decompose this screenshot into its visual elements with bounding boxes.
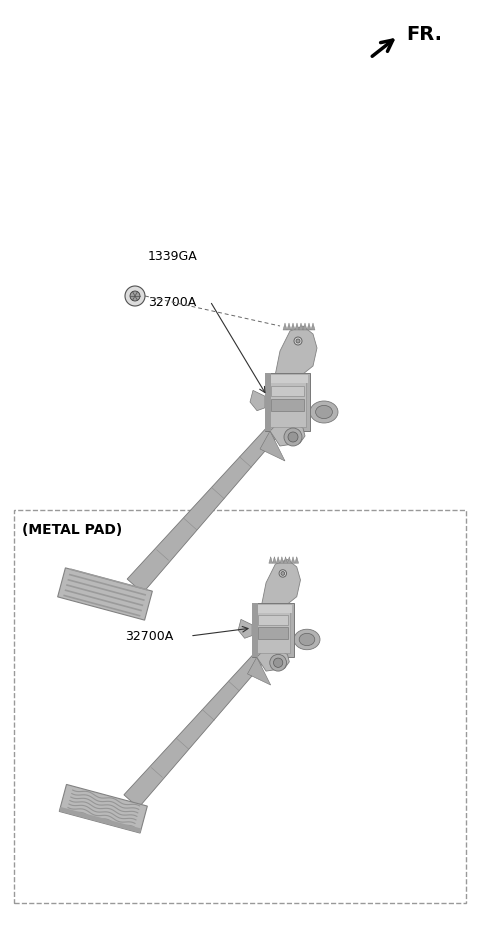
Bar	[265, 373, 271, 431]
Polygon shape	[288, 557, 291, 563]
Polygon shape	[273, 557, 276, 563]
Circle shape	[125, 286, 145, 307]
Bar	[267, 375, 308, 384]
Circle shape	[281, 572, 285, 576]
Circle shape	[130, 292, 140, 301]
Polygon shape	[248, 657, 271, 685]
Polygon shape	[284, 557, 288, 563]
Polygon shape	[58, 568, 152, 621]
Circle shape	[279, 570, 287, 578]
Bar	[14, 510, 466, 903]
Text: 32700A: 32700A	[148, 295, 196, 308]
Polygon shape	[238, 620, 252, 638]
Polygon shape	[127, 427, 278, 593]
Bar	[265, 373, 310, 431]
Circle shape	[274, 658, 283, 667]
Bar	[252, 604, 258, 657]
Circle shape	[294, 338, 302, 345]
Text: (METAL PAD): (METAL PAD)	[23, 522, 123, 536]
Text: FR.: FR.	[406, 25, 442, 44]
Polygon shape	[307, 324, 311, 330]
Polygon shape	[287, 324, 291, 330]
Bar	[252, 604, 294, 657]
Circle shape	[270, 654, 287, 671]
Ellipse shape	[294, 630, 320, 650]
Polygon shape	[311, 324, 315, 330]
Bar	[269, 377, 306, 428]
Polygon shape	[124, 653, 264, 808]
Polygon shape	[260, 431, 285, 461]
Bar	[256, 607, 290, 653]
Bar	[271, 387, 304, 397]
Polygon shape	[269, 557, 273, 563]
Polygon shape	[303, 324, 307, 330]
Polygon shape	[270, 424, 305, 446]
Text: 32700A: 32700A	[125, 630, 173, 643]
Polygon shape	[283, 324, 287, 330]
Polygon shape	[299, 324, 303, 330]
Bar	[254, 606, 292, 613]
Text: 1339GA: 1339GA	[148, 250, 198, 263]
Polygon shape	[262, 560, 300, 608]
Ellipse shape	[316, 406, 332, 419]
Polygon shape	[59, 807, 141, 833]
Polygon shape	[295, 324, 299, 330]
Ellipse shape	[310, 402, 338, 424]
Polygon shape	[275, 327, 317, 378]
Bar	[258, 628, 288, 639]
Polygon shape	[276, 557, 280, 563]
Polygon shape	[59, 784, 147, 833]
Polygon shape	[291, 557, 295, 563]
Polygon shape	[280, 557, 284, 563]
Polygon shape	[257, 650, 289, 671]
Circle shape	[284, 429, 302, 446]
Polygon shape	[250, 391, 265, 411]
Circle shape	[296, 340, 300, 344]
Circle shape	[288, 432, 298, 443]
Ellipse shape	[299, 634, 315, 646]
Polygon shape	[295, 557, 299, 563]
Polygon shape	[291, 324, 295, 330]
Bar	[271, 400, 304, 412]
Bar	[258, 616, 288, 625]
